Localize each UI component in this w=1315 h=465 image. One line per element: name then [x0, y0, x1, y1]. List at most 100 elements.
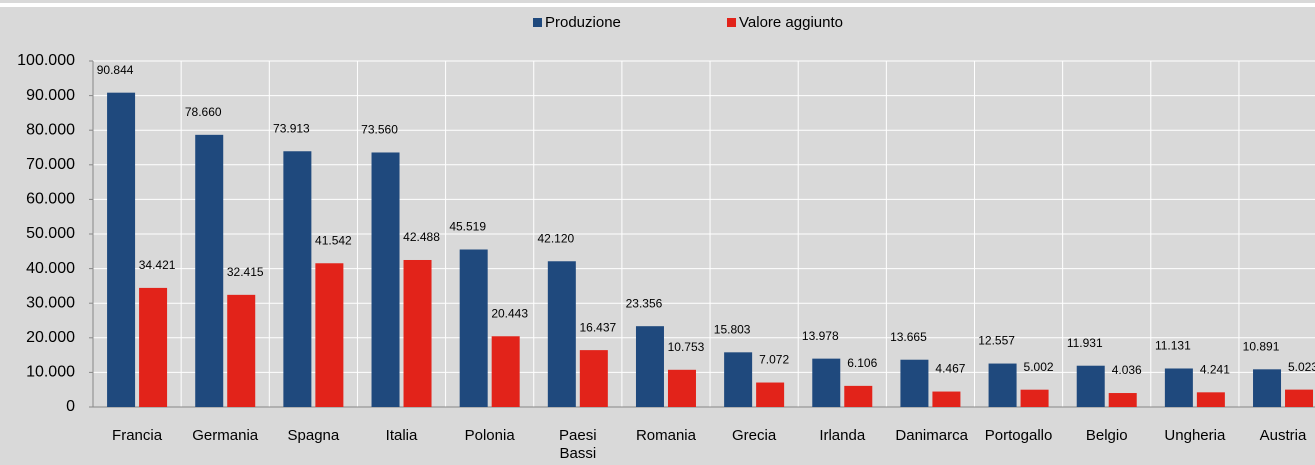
bar	[667, 369, 696, 407]
data-label: 13.978	[802, 329, 839, 343]
y-tick-label: 10.000	[26, 364, 75, 381]
bar	[844, 385, 873, 407]
data-label: 6.106	[847, 356, 877, 370]
y-tick-label: 60.000	[26, 191, 75, 208]
x-tick-label: Paesi Bassi	[559, 427, 597, 462]
y-tick-label: 70.000	[26, 156, 75, 173]
data-label: 5.023	[1288, 360, 1315, 374]
bar	[547, 261, 576, 407]
x-tick-label: Spagna	[287, 427, 340, 444]
x-tick-label: Romania	[635, 427, 696, 444]
legend-swatch	[727, 18, 736, 27]
x-label-box: Grecia	[732, 427, 777, 444]
legend-swatch	[533, 18, 542, 27]
data-label: 73.560	[361, 123, 398, 137]
y-tick-label: 90.000	[26, 87, 75, 104]
data-label: 16.437	[579, 320, 616, 334]
x-tick-label: Francia	[112, 427, 163, 444]
bar	[1196, 392, 1225, 407]
x-label-box: Italia	[385, 427, 418, 444]
x-label-box: Romania	[635, 427, 696, 444]
data-label: 10.891	[1243, 339, 1280, 353]
x-label-box: Spagna	[287, 427, 340, 444]
y-tick-label: 50.000	[26, 225, 75, 242]
data-label: 78.660	[185, 105, 222, 119]
bar	[139, 287, 168, 407]
x-tick-label: Danimarca	[895, 427, 968, 444]
x-label-box: Polonia	[464, 427, 515, 444]
data-label: 32.415	[227, 265, 264, 279]
x-label-box: Danimarca	[895, 427, 968, 444]
data-label: 7.072	[759, 353, 789, 367]
y-tick-label: 20.000	[26, 329, 75, 346]
x-tick-label: Portogallo	[984, 427, 1053, 444]
x-label-box: Irlanda	[819, 427, 866, 444]
x-tick-label: Irlanda	[819, 427, 866, 444]
data-label: 11.131	[1155, 339, 1191, 353]
bar	[403, 259, 432, 407]
data-label: 11.931	[1067, 336, 1103, 350]
data-label: 23.356	[626, 296, 663, 310]
y-tick-label: 100.000	[17, 52, 75, 69]
x-tick-label: Ungheria	[1164, 427, 1226, 444]
x-label-box: Paesi Bassi	[559, 427, 597, 462]
data-label: 4.036	[1112, 363, 1142, 377]
data-label: 10.753	[668, 340, 705, 354]
data-label: 15.803	[714, 322, 751, 336]
bar	[1020, 389, 1049, 407]
y-tick-label: 40.000	[26, 260, 75, 277]
bar	[491, 336, 520, 407]
bar	[579, 350, 608, 407]
x-label-box: Francia	[112, 427, 163, 444]
x-label-box: Austria	[1259, 427, 1307, 444]
x-tick-label: Italia	[385, 427, 418, 444]
bar	[988, 363, 1017, 407]
bar	[1253, 369, 1282, 407]
data-label: 5.002	[1024, 360, 1054, 374]
x-tick-label: Germania	[192, 427, 259, 444]
legend-label: Produzione	[545, 14, 621, 31]
bar	[756, 382, 785, 407]
data-label: 90.844	[97, 63, 134, 77]
data-label: 73.913	[273, 121, 310, 135]
bar	[1164, 368, 1193, 407]
bar	[900, 359, 929, 407]
data-label: 41.542	[315, 233, 352, 247]
y-tick-label: 0	[66, 398, 75, 415]
y-tick-label: 80.000	[26, 121, 75, 138]
x-label-box: Belgio	[1085, 427, 1128, 444]
legend-label: Valore aggiunto	[739, 14, 843, 31]
x-label-box: Ungheria	[1164, 427, 1226, 444]
x-label-box: Germania	[192, 427, 259, 444]
x-tick-label: Grecia	[732, 427, 777, 444]
bar	[1285, 389, 1314, 407]
bar	[1076, 365, 1105, 407]
x-label-box: Portogallo	[984, 427, 1053, 444]
top-stripe	[0, 3, 1315, 7]
data-label: 20.443	[491, 306, 528, 320]
bar	[812, 358, 841, 407]
bar	[932, 391, 961, 407]
data-label: 34.421	[139, 258, 176, 272]
y-tick-label: 30.000	[26, 294, 75, 311]
x-tick-label: Belgio	[1085, 427, 1128, 444]
bar	[1108, 393, 1137, 407]
bar	[315, 263, 344, 407]
data-label: 42.120	[537, 231, 574, 245]
bar	[107, 92, 136, 408]
data-label: 45.519	[449, 220, 486, 234]
x-tick-label: Austria	[1259, 427, 1307, 444]
bar	[635, 326, 664, 407]
data-label: 4.467	[935, 362, 965, 376]
x-tick-label: Polonia	[464, 427, 515, 444]
bar	[283, 151, 312, 407]
data-label: 13.665	[890, 330, 927, 344]
data-label: 4.241	[1200, 362, 1230, 376]
bar	[195, 134, 224, 407]
data-label: 42.488	[403, 230, 440, 244]
bar	[371, 152, 400, 407]
bar	[459, 249, 488, 407]
data-label: 12.557	[978, 334, 1015, 348]
bar	[724, 352, 753, 407]
